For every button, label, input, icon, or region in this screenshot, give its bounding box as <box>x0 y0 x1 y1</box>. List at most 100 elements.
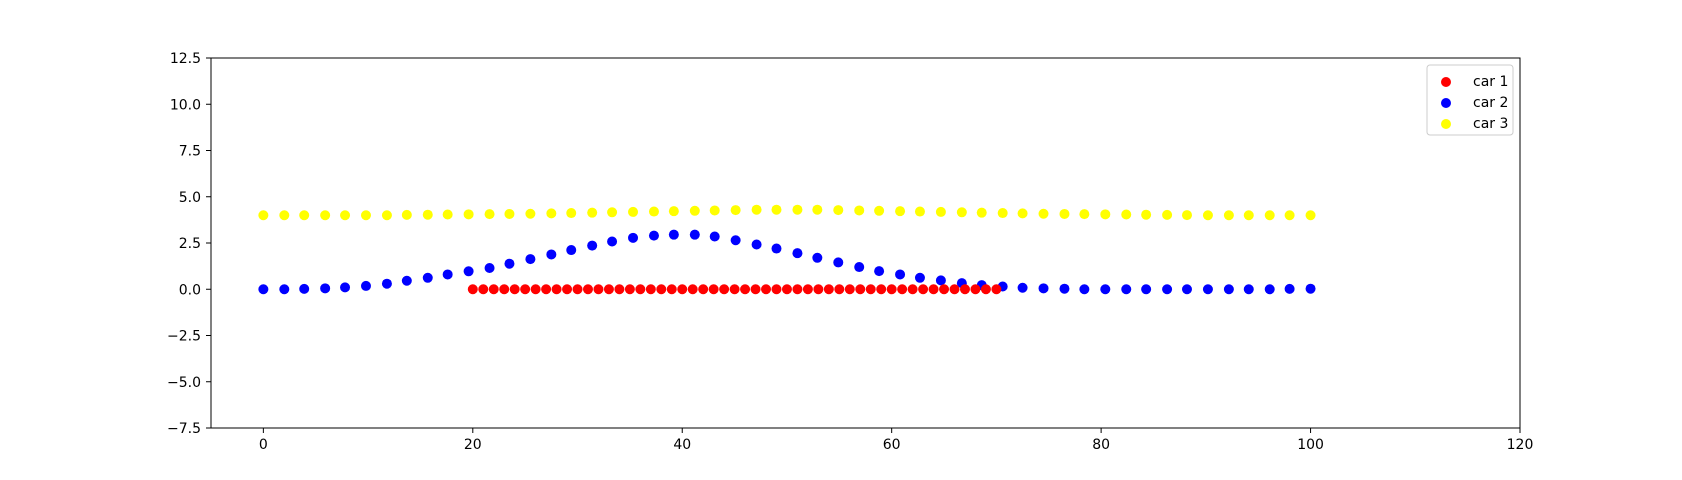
data-point <box>258 284 269 295</box>
data-point <box>959 284 970 295</box>
data-point <box>320 210 331 221</box>
data-point <box>1264 210 1275 221</box>
data-point <box>677 284 688 295</box>
data-point <box>541 284 552 295</box>
data-point <box>939 284 950 295</box>
data-point <box>876 284 887 295</box>
data-point <box>546 208 557 219</box>
data-point <box>1100 209 1111 220</box>
data-point <box>730 205 741 216</box>
data-point <box>895 206 906 217</box>
data-point <box>484 262 495 273</box>
data-point <box>593 284 604 295</box>
y-tick-label: 7.5 <box>179 144 201 160</box>
data-point <box>1181 284 1192 295</box>
x-tick-label: 80 <box>1092 437 1110 453</box>
legend-marker <box>1441 77 1451 87</box>
data-point <box>499 284 510 295</box>
data-point <box>666 284 677 295</box>
data-point <box>689 229 700 240</box>
data-point <box>956 207 967 218</box>
data-point <box>614 284 625 295</box>
data-point <box>587 207 598 218</box>
data-point <box>730 235 741 246</box>
data-point <box>1141 284 1152 295</box>
data-point <box>603 284 614 295</box>
y-tick-label: 5.0 <box>179 190 201 206</box>
data-point <box>551 284 562 295</box>
data-point <box>907 284 918 295</box>
series-car-3 <box>258 204 1316 221</box>
data-point <box>648 206 659 217</box>
x-tick-label: 60 <box>883 437 901 453</box>
data-point <box>976 207 987 218</box>
y-axis-ticks: 12.5 10.0 7.5 5.0 2.5 0.0 −2.5 −5.0 −7.5 <box>167 51 211 437</box>
data-point <box>320 283 331 294</box>
data-point <box>1038 208 1049 219</box>
data-point <box>628 206 639 217</box>
data-point <box>1284 210 1295 221</box>
y-tick-label: 0.0 <box>179 282 201 298</box>
data-point <box>1162 284 1173 295</box>
data-point <box>525 254 536 265</box>
data-point <box>855 284 866 295</box>
data-point <box>587 240 598 251</box>
data-point <box>709 205 720 216</box>
data-point <box>834 284 845 295</box>
data-point <box>463 209 474 220</box>
data-point <box>719 284 730 295</box>
data-point <box>854 262 865 273</box>
data-point <box>1059 283 1070 294</box>
data-point <box>467 284 478 295</box>
data-point <box>928 284 939 295</box>
data-point <box>1059 208 1070 219</box>
data-point <box>504 208 515 219</box>
data-point <box>562 284 573 295</box>
data-point <box>509 284 520 295</box>
data-point <box>360 210 371 221</box>
data-point <box>624 284 635 295</box>
data-point <box>914 206 925 217</box>
data-point <box>750 284 761 295</box>
data-point <box>740 284 751 295</box>
data-point <box>401 275 412 286</box>
data-point <box>935 275 946 286</box>
data-point <box>865 284 876 295</box>
data-point <box>360 280 371 291</box>
data-point <box>484 209 495 220</box>
data-point <box>802 284 813 295</box>
data-point <box>1264 284 1275 295</box>
data-point <box>340 210 351 221</box>
data-point <box>792 248 803 259</box>
data-point <box>813 284 824 295</box>
y-tick-label: −2.5 <box>167 329 201 345</box>
data-point <box>833 205 844 216</box>
data-point <box>1121 284 1132 295</box>
x-tick-label: 0 <box>259 437 268 453</box>
data-point <box>488 284 499 295</box>
data-point <box>520 284 531 295</box>
data-point <box>1017 282 1028 293</box>
data-point <box>628 232 639 243</box>
legend-label: car 1 <box>1473 74 1508 90</box>
data-point <box>812 252 823 263</box>
data-point <box>751 239 762 250</box>
y-tick-label: −5.0 <box>167 375 201 391</box>
data-point <box>340 282 351 293</box>
data-point <box>781 284 792 295</box>
data-point <box>648 230 659 241</box>
data-point <box>645 284 656 295</box>
legend: car 1 car 2 car 3 <box>1426 64 1514 136</box>
data-point <box>1243 284 1254 295</box>
data-point <box>687 284 698 295</box>
data-point <box>1121 209 1132 220</box>
data-point <box>1243 210 1254 221</box>
data-point <box>729 284 740 295</box>
data-point <box>886 284 897 295</box>
data-point <box>771 243 782 254</box>
data-point <box>635 284 646 295</box>
data-point <box>897 284 908 295</box>
x-tick-label: 100 <box>1297 437 1324 453</box>
data-point <box>935 206 946 217</box>
